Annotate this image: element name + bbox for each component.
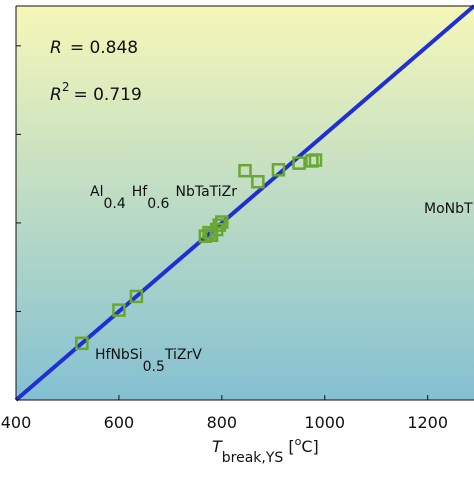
r2-value: = 0.719 <box>73 85 141 105</box>
data-point <box>215 215 229 229</box>
data-point <box>251 175 265 189</box>
data-point <box>212 218 227 232</box>
data-point <box>202 225 216 240</box>
data-point <box>271 163 286 177</box>
data-point <box>112 303 126 317</box>
x-tick-label: 1000 <box>304 413 345 432</box>
r2-symbol: R <box>50 85 62 105</box>
data-point <box>292 156 306 170</box>
data-point <box>238 163 252 178</box>
data-point <box>75 336 89 351</box>
annotation-mo-nb: MoNbT <box>424 201 473 217</box>
x-tick-label: 600 <box>104 413 135 432</box>
r-value: = 0.848 <box>70 38 138 58</box>
annotation-al-hf: Al0.4Hf0.6NbTaTiZr <box>90 184 237 212</box>
x-tick-label: 400 <box>1 413 32 432</box>
r-stat: R = 0.848 <box>50 38 138 58</box>
r2-stat: R2 = 0.719 <box>50 80 142 105</box>
r-symbol: R <box>50 38 62 58</box>
data-point <box>129 289 144 304</box>
x-tick-label: 800 <box>207 413 238 432</box>
r2-exponent: 2 <box>62 80 70 94</box>
x-axis-label: Tbreak,YS [oC] <box>212 435 319 466</box>
fit-line <box>14 4 474 402</box>
annotation-hfnbsi: HfNbSi0.5TiZrV <box>95 347 202 375</box>
data-point <box>308 153 323 167</box>
x-tick-label: 1200 <box>407 413 448 432</box>
